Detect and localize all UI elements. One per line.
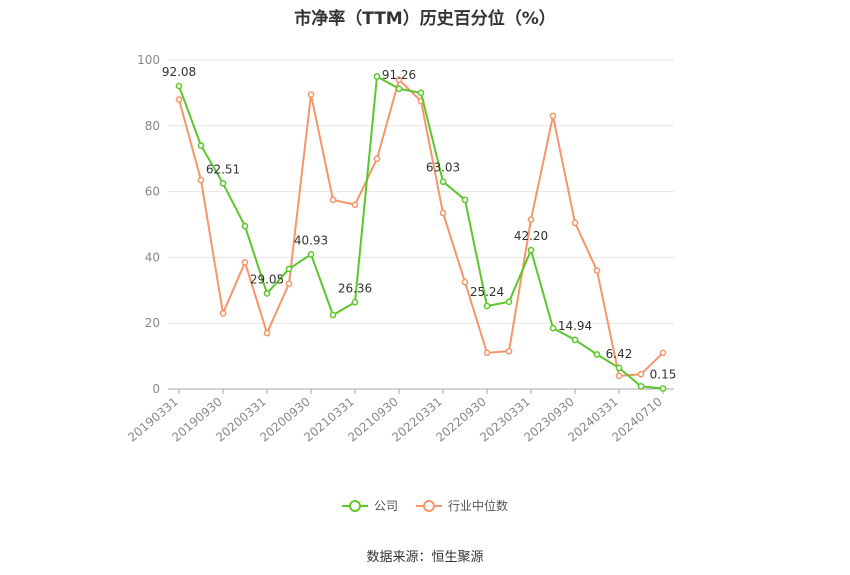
series-line-company xyxy=(178,75,664,390)
data-label: 91.26 xyxy=(382,68,416,82)
data-point-company xyxy=(395,85,403,93)
data-point-company xyxy=(461,196,469,204)
y-tick-label: 80 xyxy=(145,119,160,133)
legend-marker-icon xyxy=(416,499,442,512)
data-label: 25.24 xyxy=(470,285,504,299)
data-point-company xyxy=(329,311,337,319)
data-point-industry-median xyxy=(571,219,579,227)
data-point-industry-median xyxy=(527,216,535,223)
legend: 公司 行业中位数 xyxy=(0,497,850,514)
data-point-company xyxy=(285,265,293,273)
data-point-company xyxy=(659,385,667,392)
data-point-industry-median xyxy=(351,201,359,209)
data-label: 14.94 xyxy=(558,319,592,333)
data-point-company xyxy=(175,82,183,90)
data-point-company xyxy=(241,222,249,230)
data-point-industry-median xyxy=(197,176,205,184)
data-point-company xyxy=(615,364,623,372)
data-point-company xyxy=(505,298,513,306)
data-point-industry-median xyxy=(659,349,667,357)
data-point-company xyxy=(219,179,227,187)
data-label: 62.51 xyxy=(206,162,240,176)
data-point-industry-median xyxy=(219,309,227,317)
data-point-company xyxy=(373,73,381,80)
data-point-industry-median xyxy=(329,196,337,204)
data-label: 92.08 xyxy=(162,65,196,79)
data-point-industry-median xyxy=(461,278,469,286)
chart-title: 市净率（TTM）历史百分位（%） xyxy=(294,9,556,29)
legend-label: 公司 xyxy=(373,499,398,513)
data-point-industry-median xyxy=(439,209,447,217)
data-point-company xyxy=(307,250,315,258)
data-point-industry-median xyxy=(395,76,403,84)
data-point-company xyxy=(571,336,579,344)
data-point-industry-median xyxy=(307,91,315,98)
y-tick-label: 100 xyxy=(137,53,160,67)
legend-marker-icon xyxy=(341,499,368,512)
data-label: 42.20 xyxy=(514,229,548,243)
data-point-company xyxy=(439,178,447,185)
data-label: 63.03 xyxy=(426,161,460,175)
data-point-industry-median xyxy=(637,370,645,378)
data-point-industry-median xyxy=(549,112,557,120)
data-point-company xyxy=(197,142,205,149)
data-point-industry-median xyxy=(483,349,491,357)
data-point-company xyxy=(637,383,645,390)
y-tick-label: 60 xyxy=(145,185,160,199)
data-point-industry-median xyxy=(615,372,623,380)
y-tick-label: 20 xyxy=(145,316,160,330)
data-label: 6.42 xyxy=(606,347,633,361)
data-point-company xyxy=(483,302,491,310)
data-point-industry-median xyxy=(175,96,183,103)
data-point-company xyxy=(417,89,425,97)
y-tick-label: 0 xyxy=(152,382,160,396)
data-point-industry-median xyxy=(285,280,293,288)
source-note: 数据来源：恒生聚源 xyxy=(366,550,484,565)
data-point-industry-median xyxy=(593,267,601,274)
data-point-industry-median xyxy=(241,258,249,266)
legend-item-industry-median[interactable]: 行业中位数 xyxy=(416,497,508,514)
data-point-industry-median xyxy=(263,329,271,337)
data-point-company xyxy=(263,290,271,297)
data-point-industry-median xyxy=(505,347,513,355)
data-label: 0.15 xyxy=(650,368,677,382)
legend-label: 行业中位数 xyxy=(448,499,509,513)
data-point-company xyxy=(527,246,535,254)
data-label: 29.05 xyxy=(250,272,284,286)
data-label: 40.93 xyxy=(294,233,328,247)
y-tick-label: 40 xyxy=(145,250,160,264)
data-point-industry-median xyxy=(373,155,381,163)
data-label: 26.36 xyxy=(338,281,372,295)
legend-item-company[interactable]: 公司 xyxy=(341,497,398,514)
data-point-company xyxy=(593,351,601,358)
data-point-company xyxy=(351,298,359,306)
data-point-company xyxy=(549,324,557,332)
